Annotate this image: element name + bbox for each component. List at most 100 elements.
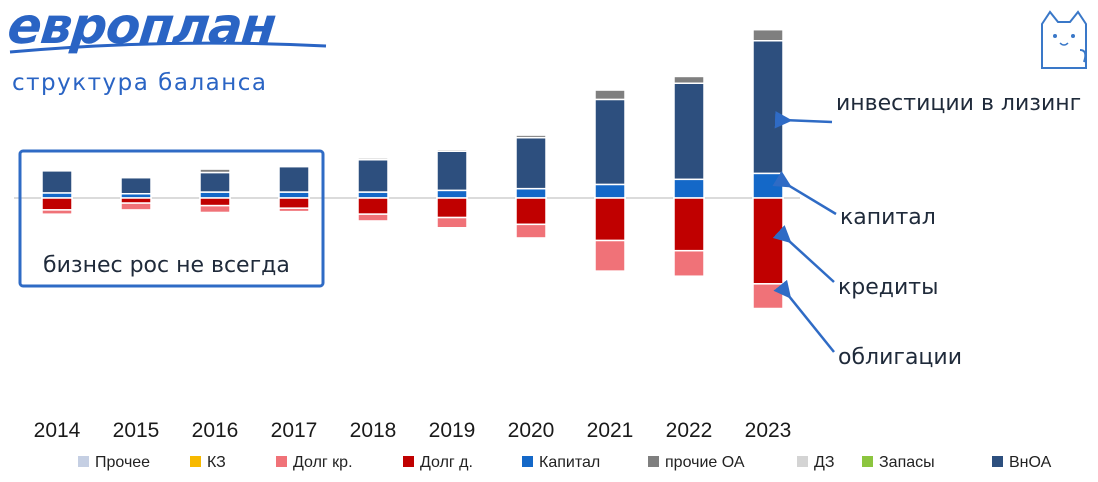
x-tick-2016: 2016 bbox=[192, 419, 239, 442]
x-tick-2019: 2019 bbox=[429, 419, 476, 442]
callout-arrow-долг-д- bbox=[772, 225, 835, 283]
bar-вноа-2019 bbox=[436, 150, 468, 192]
legend-label: ДЗ bbox=[814, 454, 835, 471]
legend-item-кз: КЗ bbox=[190, 454, 226, 471]
bar-прочие-оа-2023 bbox=[752, 28, 784, 42]
bar-долг-кр--2014 bbox=[41, 209, 73, 215]
bar-капитал-2017 bbox=[278, 191, 310, 199]
x-tick-2020: 2020 bbox=[508, 419, 555, 442]
bar-прочие-оа-2015 bbox=[120, 176, 152, 179]
bar-долг-кр--2019 bbox=[436, 216, 468, 229]
legend-swatch bbox=[276, 456, 287, 467]
bar-долг-д--2019 bbox=[436, 197, 468, 219]
legend-swatch bbox=[190, 456, 201, 467]
bar-долг-д--2022 bbox=[673, 197, 705, 252]
bar-прочие-оа-2020 bbox=[515, 134, 547, 139]
legend-label: ВнОА bbox=[1009, 454, 1052, 471]
legend-label: Долг кр. bbox=[293, 454, 353, 471]
x-tick-2015: 2015 bbox=[113, 419, 160, 442]
bar-прочие-оа-2017 bbox=[278, 164, 310, 168]
callout-label-капитал: капитал bbox=[840, 205, 936, 230]
bar-вноа-2020 bbox=[515, 136, 547, 190]
callout-label-долг-д-: кредиты bbox=[838, 275, 938, 300]
bars-group bbox=[41, 28, 784, 310]
bar-вноа-2021 bbox=[594, 98, 626, 186]
bar-капитал-2023 bbox=[752, 172, 784, 199]
legend-swatch bbox=[522, 456, 533, 467]
bar-долг-д--2014 bbox=[41, 197, 73, 211]
bar-долг-кр--2018 bbox=[357, 213, 389, 222]
legend-item-запасы: Запасы bbox=[862, 454, 935, 471]
legend-item-дз: ДЗ bbox=[797, 454, 835, 471]
callout-arrow-вноа bbox=[774, 111, 833, 129]
bar-капитал-2022 bbox=[673, 178, 705, 199]
bar-капитал-2021 bbox=[594, 183, 626, 199]
legend-swatch bbox=[797, 456, 808, 467]
legend-label: Долг д. bbox=[420, 454, 473, 471]
bar-прочие-оа-2016 bbox=[199, 168, 231, 174]
bar-долг-д--2023 bbox=[752, 197, 784, 285]
legend-label: Запасы bbox=[879, 454, 935, 471]
bar-вноа-2017 bbox=[278, 165, 310, 193]
legend-item-вноа: ВнОА bbox=[992, 454, 1052, 471]
bar-долг-кр--2022 bbox=[673, 249, 705, 277]
bar-долг-кр--2017 bbox=[278, 207, 310, 213]
legend-item-долг-кр-: Долг кр. bbox=[276, 454, 353, 471]
bar-вноа-2014 bbox=[41, 170, 73, 194]
bar-прочие-оа-2018 bbox=[357, 157, 389, 161]
bar-капитал-2016 bbox=[199, 191, 231, 199]
bar-долг-д--2017 bbox=[278, 197, 310, 209]
bar-прочие-оа-2014 bbox=[41, 169, 73, 172]
bar-прочие-оа-2021 bbox=[594, 89, 626, 101]
legend-swatch bbox=[992, 456, 1003, 467]
bar-долг-кр--2023 bbox=[752, 283, 784, 310]
bar-долг-д--2020 bbox=[515, 197, 547, 226]
legend-swatch bbox=[862, 456, 873, 467]
bar-капитал-2018 bbox=[357, 191, 389, 199]
x-tick-2014: 2014 bbox=[34, 419, 81, 442]
callouts-group: инвестиции в лизинг капитал кредиты облигац… bbox=[772, 91, 1081, 370]
legend: Прочее КЗ Долг кр. Долг д. Капитал прочие ОА Д… bbox=[78, 454, 1052, 471]
legend-swatch bbox=[648, 456, 659, 467]
bar-долг-д--2021 bbox=[594, 197, 626, 242]
bar-капитал-2020 bbox=[515, 187, 547, 199]
x-tick-2018: 2018 bbox=[350, 419, 397, 442]
x-tick-2022: 2022 bbox=[666, 419, 713, 442]
callout-box bbox=[18, 149, 325, 288]
callout-arrow-капитал bbox=[772, 170, 837, 216]
bar-долг-д--2015 bbox=[120, 197, 152, 204]
page-subtitle: структура баланса bbox=[12, 70, 268, 96]
x-tick-2017: 2017 bbox=[271, 419, 318, 442]
legend-swatch bbox=[403, 456, 414, 467]
callout-box-text: бизнес рос не всегда bbox=[43, 253, 290, 278]
bar-вноа-2016 bbox=[199, 171, 231, 193]
callout-arrow-долг-кр- bbox=[773, 279, 835, 353]
bar-вноа-2015 bbox=[120, 176, 152, 195]
bar-прочие-оа-2022 bbox=[673, 75, 705, 84]
legend-label: Капитал bbox=[539, 454, 600, 471]
x-tick-2023: 2023 bbox=[745, 419, 792, 442]
bar-прочие-оа-2019 bbox=[436, 148, 468, 153]
legend-item-капитал: Капитал bbox=[522, 454, 600, 471]
legend-swatch bbox=[78, 456, 89, 467]
logo-swoosh bbox=[9, 41, 327, 54]
legend-item-прочее: Прочее bbox=[78, 454, 150, 471]
bar-долг-кр--2020 bbox=[515, 223, 547, 239]
bar-вноа-2023 bbox=[752, 40, 784, 175]
bar-вноа-2022 bbox=[673, 82, 705, 181]
cat-icon bbox=[1041, 10, 1087, 69]
x-tick-2021: 2021 bbox=[587, 419, 634, 442]
legend-label: прочие ОА bbox=[665, 454, 745, 471]
bar-долг-кр--2015 bbox=[120, 202, 152, 211]
legend-item-долг-д-: Долг д. bbox=[403, 454, 473, 471]
bar-капитал-2019 bbox=[436, 189, 468, 199]
bar-долг-кр--2021 bbox=[594, 239, 626, 272]
bar-долг-д--2016 bbox=[199, 197, 231, 207]
bar-капитал-2014 bbox=[41, 192, 73, 199]
legend-item-прочие-оа: прочие ОА bbox=[648, 454, 745, 471]
callout-label-вноа: инвестиции в лизинг bbox=[836, 91, 1081, 116]
legend-label: Прочее bbox=[95, 454, 150, 471]
bar-вноа-2018 bbox=[357, 159, 389, 193]
bar-долг-кр--2016 bbox=[199, 204, 231, 214]
